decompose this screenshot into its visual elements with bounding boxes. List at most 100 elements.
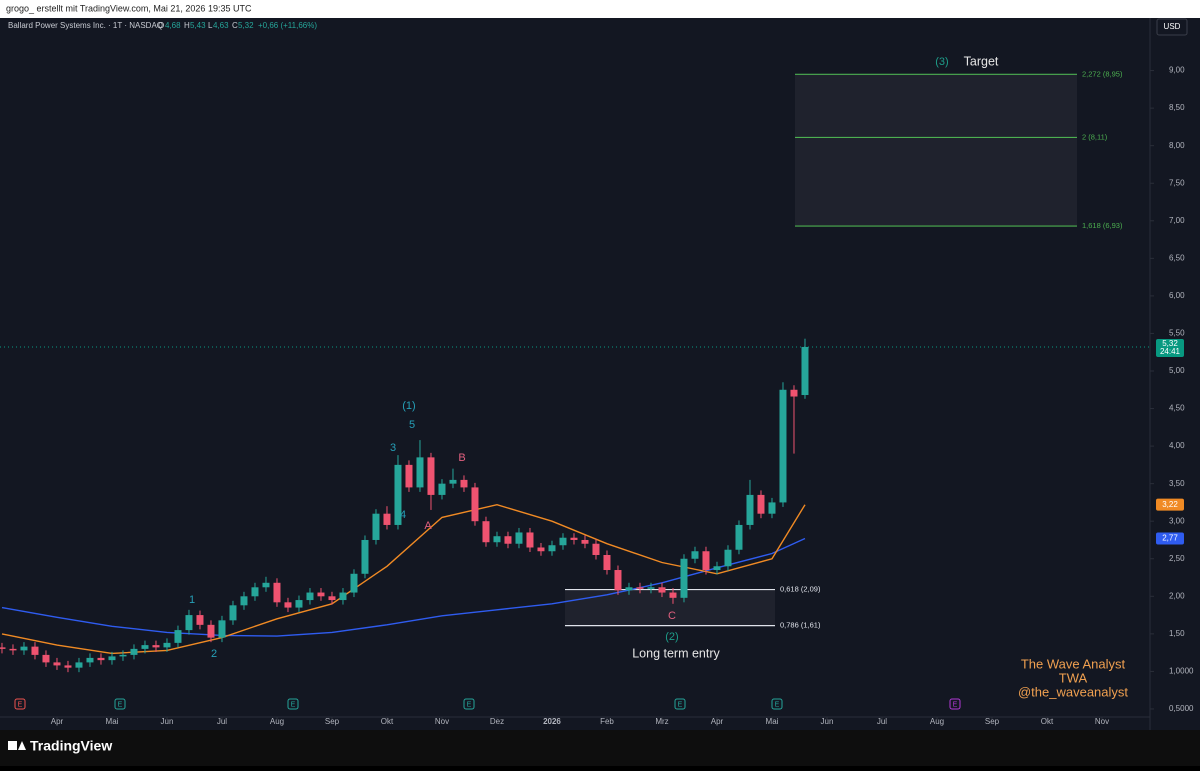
x-tick-label: Jun — [161, 717, 174, 726]
candle-body — [262, 582, 270, 588]
event-label: E — [291, 701, 296, 708]
event-marker — [771, 698, 783, 710]
candle-body — [537, 547, 545, 552]
wave-label: C — [668, 610, 676, 622]
candle-body — [394, 464, 402, 525]
fib-zone — [795, 74, 1077, 227]
credit: grogo_ erstellt mit TradingView.com, Mai… — [6, 3, 252, 13]
ohlc-legend: O 4,68 H 5,43 L 4,63 C 5,32 +0,66 (+11,6… — [158, 21, 317, 30]
candle-body — [790, 389, 798, 397]
candle-body — [75, 662, 83, 668]
x-tick-label: Okt — [381, 717, 394, 726]
candle-body — [691, 551, 699, 559]
candle-body — [724, 549, 732, 567]
wave-label: 5 — [409, 419, 415, 431]
candle-body — [328, 596, 336, 601]
wave-label: A — [424, 520, 432, 532]
brand: TradingView — [30, 738, 112, 754]
candle-body — [306, 592, 314, 601]
candle-body — [702, 551, 710, 571]
candle-body — [471, 487, 479, 522]
candle-body — [636, 587, 644, 589]
candle-body — [482, 521, 490, 543]
candle-body — [548, 545, 556, 552]
x-tick-label: Jun — [821, 717, 834, 726]
candle-body — [31, 646, 39, 655]
candle-body — [625, 587, 633, 591]
x-tick-label: Feb — [600, 717, 614, 726]
ma-tag-label: 3,22 — [1162, 500, 1178, 509]
ma-tag — [1156, 498, 1184, 511]
candle-body — [97, 657, 105, 661]
x-tick-label: Aug — [270, 717, 284, 726]
y-tick-label: 2,50 — [1169, 554, 1185, 563]
wave-label: Target — [964, 54, 999, 68]
candle-body — [757, 494, 765, 514]
currency-button[interactable] — [1156, 18, 1188, 36]
candle-body — [207, 624, 215, 638]
candle-body — [372, 513, 380, 540]
y-tick-label: 0,5000 — [1169, 704, 1194, 713]
candle-body — [405, 464, 413, 488]
fib-label: 1,618 (6,93) — [1082, 221, 1123, 230]
watermark-line: TWA — [1059, 670, 1088, 685]
y-tick-label: 8,00 — [1169, 141, 1185, 150]
candle-body — [174, 630, 182, 643]
moving-average — [1, 537, 806, 637]
legend-change: +0,66 (+11,66%) — [258, 21, 317, 30]
candle-body — [295, 600, 303, 608]
candle-body — [20, 646, 28, 651]
x-tick-label: Sep — [325, 717, 340, 726]
footer — [0, 730, 1200, 766]
candle-body — [504, 536, 512, 544]
candle-body — [449, 479, 457, 484]
candle-body — [64, 665, 72, 668]
event-marker — [14, 698, 26, 710]
credit-bar — [0, 0, 1200, 18]
candle-body — [53, 662, 61, 666]
x-tick-label: Sep — [985, 717, 1000, 726]
candle-body — [647, 587, 655, 589]
wave-label: (2) — [665, 631, 678, 643]
y-tick-label: 4,50 — [1169, 404, 1185, 413]
wave-label: (3) — [935, 56, 948, 68]
event-label: E — [467, 701, 472, 708]
candle-body — [141, 645, 149, 649]
candle-body — [416, 457, 424, 488]
candle-body — [559, 537, 567, 546]
candle-body — [383, 513, 391, 525]
event-label: E — [118, 701, 123, 708]
last-price-tag — [1156, 338, 1184, 357]
candle-body — [592, 543, 600, 555]
legend-value: 4,63 — [213, 21, 229, 30]
legend-key: C — [232, 21, 238, 30]
x-tick-label: Aug — [930, 717, 944, 726]
legend-value: 5,43 — [190, 21, 206, 30]
candle-body — [273, 582, 281, 603]
symbol: Ballard Power Systems Inc. · 1T · NASDAQ — [8, 21, 163, 30]
y-tick-label: 7,00 — [1169, 216, 1185, 225]
x-tick-label: Nov — [435, 717, 449, 726]
event-label: E — [953, 701, 958, 708]
x-tick-label: Nov — [1095, 717, 1109, 726]
y-tick-label: 1,50 — [1169, 629, 1185, 638]
candle-body — [581, 539, 589, 544]
event-marker — [463, 698, 475, 710]
wave-label: 3 — [390, 442, 396, 454]
y-tick-label: 6,00 — [1169, 291, 1185, 300]
candle-body — [284, 602, 292, 608]
candle-body — [669, 592, 677, 598]
y-tick-label: 3,00 — [1169, 516, 1185, 525]
y-tick-label: 8,50 — [1169, 103, 1185, 112]
fib-label: 2,272 (8,95) — [1082, 69, 1123, 78]
wave-label: 2 — [211, 648, 217, 660]
candle-body — [185, 615, 193, 631]
candle-body — [460, 479, 468, 488]
x-tick-label: Jul — [877, 717, 887, 726]
y-tick-label: 1,0000 — [1169, 667, 1194, 676]
y-tick-label: 3,50 — [1169, 479, 1185, 488]
candle-body — [361, 539, 369, 574]
event-label: E — [678, 701, 683, 708]
x-tick-label: Mai — [106, 717, 119, 726]
candle-body — [339, 592, 347, 601]
